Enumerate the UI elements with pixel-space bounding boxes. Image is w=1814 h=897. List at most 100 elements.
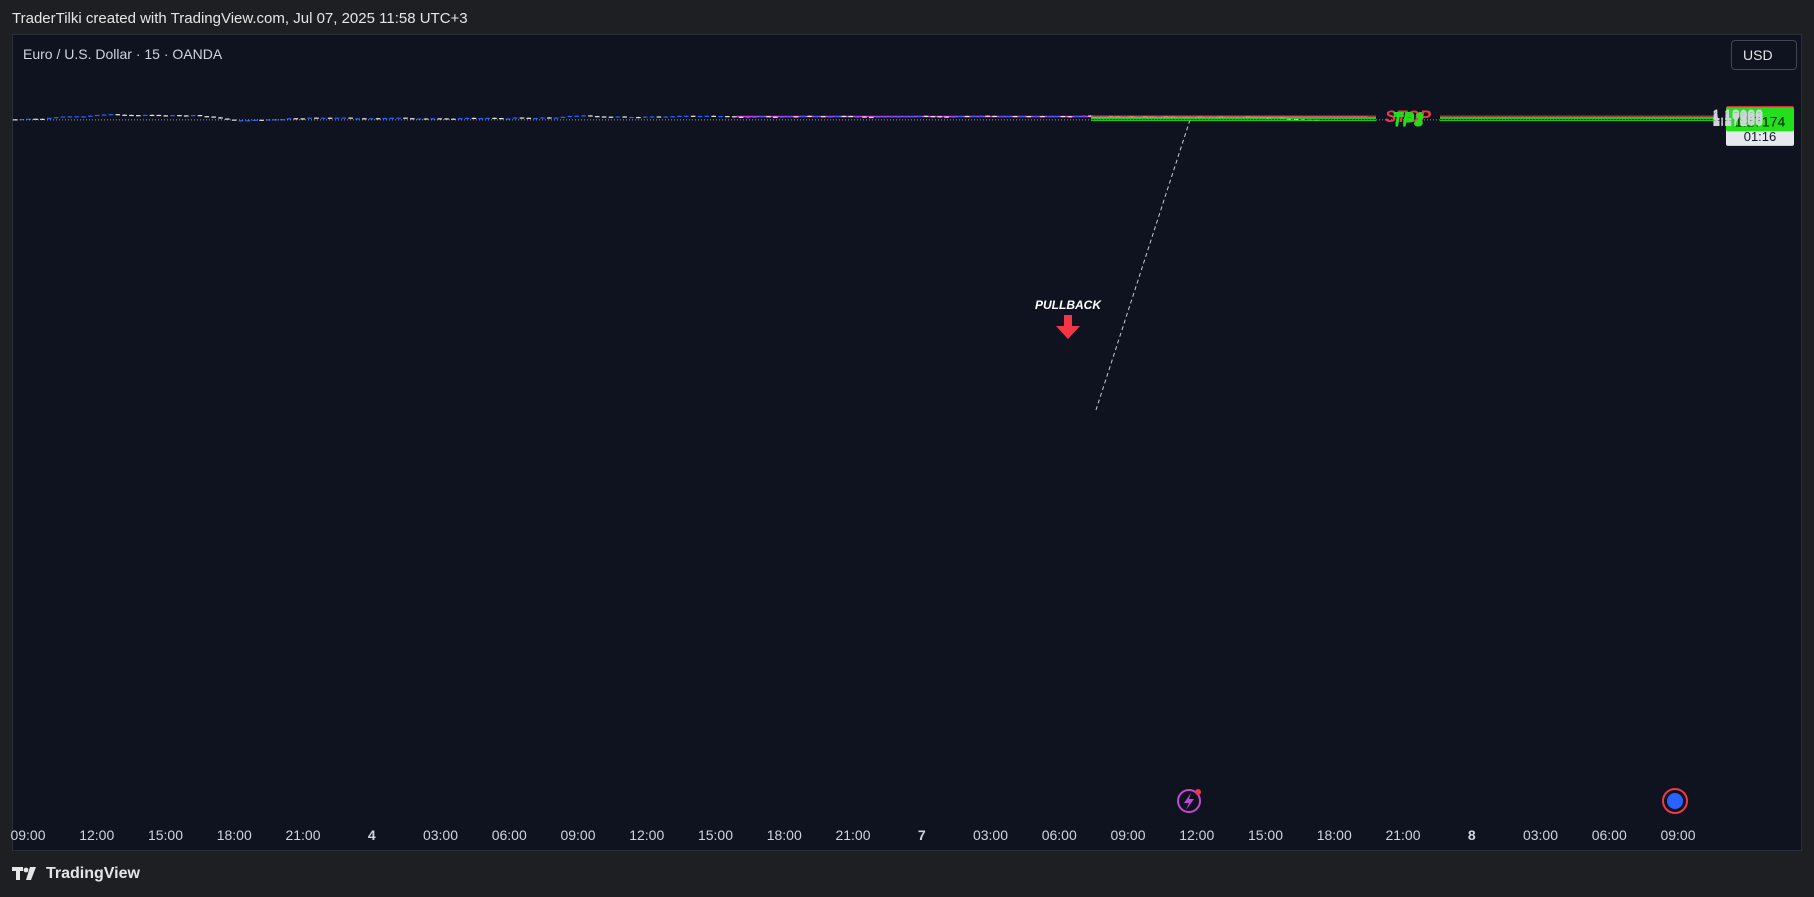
candle-body	[1040, 116, 1045, 118]
candle-body	[245, 120, 251, 122]
candle-body	[944, 116, 949, 118]
chart-pane[interactable]	[12, 34, 1802, 851]
candle-body	[136, 115, 141, 117]
candle-body	[19, 118, 25, 121]
candle-body	[814, 116, 819, 118]
tp3-label[interactable]: TP3	[1392, 111, 1424, 130]
candle-body	[636, 116, 641, 119]
candle-body	[512, 117, 518, 119]
candle-body	[862, 116, 867, 118]
time-tick-label: 21:00	[285, 827, 320, 843]
candle-body	[567, 115, 573, 118]
candle-body	[642, 116, 648, 118]
candle-body	[793, 116, 799, 118]
candle-body	[108, 114, 114, 116]
time-tick-label: 12:00	[629, 827, 664, 843]
candle-body	[1019, 116, 1025, 118]
candle-body	[444, 118, 449, 120]
axes: 1.181001.180001.179001.177001.175001.174…	[10, 106, 1763, 843]
candle-body	[786, 116, 792, 118]
attribution-text: TraderTilki created with TradingView.com…	[12, 10, 468, 27]
candle-body	[204, 116, 210, 118]
candle-body	[492, 117, 497, 120]
candle-body	[827, 116, 833, 118]
price-tick-label: 1.17200	[1712, 112, 1763, 128]
candle-body	[53, 117, 59, 119]
candle-body	[1047, 116, 1052, 118]
candle-body	[88, 115, 93, 117]
candle-body	[738, 116, 744, 118]
lightning-icon[interactable]	[1177, 789, 1201, 813]
candle-body	[951, 116, 956, 118]
candle-body	[752, 116, 758, 118]
currency-button[interactable]: USD	[1731, 40, 1797, 70]
candle-body	[533, 117, 538, 120]
pullback-arrow-icon[interactable]	[1056, 315, 1080, 339]
time-tick-label: 09:00	[1110, 827, 1145, 843]
candle-body	[286, 118, 292, 120]
time-tick-label: 15:00	[1248, 827, 1283, 843]
candle-body	[94, 114, 100, 117]
candle-body	[156, 114, 162, 117]
time-tick-label: 15:00	[148, 827, 183, 843]
candle-body	[766, 116, 771, 118]
time-tick-label: 18:00	[767, 827, 802, 843]
candle-body	[1074, 115, 1080, 118]
candle-body	[916, 115, 922, 118]
candle-body	[1026, 116, 1032, 118]
candle-body	[375, 118, 381, 120]
price-tick-label: 1.18000	[1712, 107, 1763, 123]
symbol-label[interactable]: Euro / U.S. Dollar · 15 · OANDA	[23, 46, 223, 62]
candle-body	[519, 117, 525, 119]
candle-body	[368, 118, 374, 120]
candle-body	[841, 115, 847, 118]
candle-body	[334, 117, 340, 119]
candle-body	[622, 116, 627, 118]
price-tick-label: 1.17100	[1712, 113, 1763, 129]
time-tick-label: 03:00	[423, 827, 458, 843]
candle-body	[26, 118, 31, 120]
candle-body	[800, 115, 806, 118]
candle-body	[225, 118, 230, 120]
stop-label[interactable]: STOP	[1385, 107, 1432, 126]
candle-body	[259, 119, 264, 121]
globe-icon[interactable]	[1662, 788, 1688, 814]
candle-body	[1122, 116, 1127, 118]
candle-body	[67, 116, 73, 118]
pullback-annotation[interactable]: PULLBACK	[1035, 298, 1102, 312]
brand-name: TradingView	[46, 865, 140, 882]
candle-body	[163, 115, 168, 117]
price-tick-label: 1.18100	[1712, 106, 1763, 122]
price-tick-label: 1.17900	[1712, 107, 1763, 123]
candlestick-series	[12, 114, 1319, 411]
candle-body	[553, 117, 559, 119]
candle-body	[1053, 116, 1059, 118]
candle-body	[266, 119, 271, 121]
candle-body	[731, 116, 737, 118]
tp1-label[interactable]: TP1	[1392, 108, 1423, 127]
tradingview-logo-icon	[12, 867, 36, 880]
candle-body	[615, 116, 621, 118]
price-levels[interactable]: 1.1725801:16STOP1.17790TP11.17607TP21.17…	[14, 106, 1794, 146]
footer-brand[interactable]: TradingView	[12, 865, 140, 883]
time-tick-label: 06:00	[492, 827, 527, 843]
candle-body	[382, 117, 388, 120]
projection-line[interactable]	[1095, 119, 1191, 411]
time-tick-label: 09:00	[1660, 827, 1695, 843]
candle-body	[807, 115, 812, 118]
candle-body	[499, 118, 504, 120]
candle-body	[300, 118, 305, 120]
candle-body	[779, 116, 785, 118]
candle-body	[279, 119, 285, 121]
candle-body	[320, 117, 326, 119]
candle-body	[457, 118, 463, 120]
time-tick-label: 21:00	[835, 827, 870, 843]
price-tick-label: 1.17400	[1712, 111, 1763, 127]
candle-body	[327, 117, 333, 119]
candle-body	[437, 118, 442, 120]
candle-body	[581, 115, 586, 117]
time-tick-label: 18:00	[217, 827, 252, 843]
candle-body	[848, 115, 853, 118]
tp2-label[interactable]: TP2	[1392, 109, 1424, 128]
